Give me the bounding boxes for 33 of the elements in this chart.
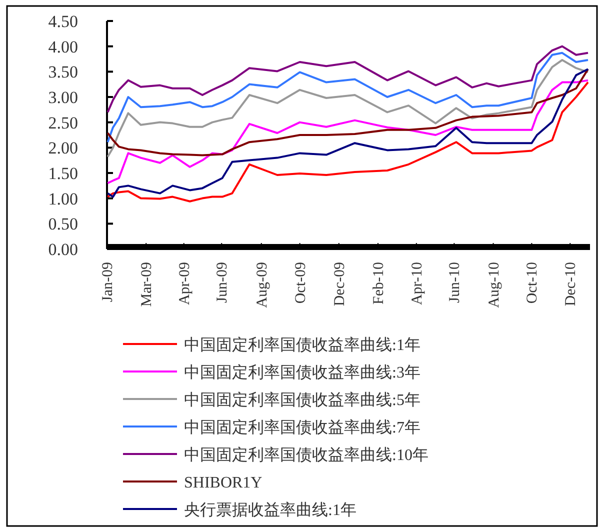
legend-label: SHIBOR1Y — [184, 474, 263, 492]
y-tick-label: 4.50 — [48, 12, 78, 31]
x-tick-label: Jun-09 — [214, 262, 231, 303]
y-tick-label: 2.50 — [48, 113, 78, 132]
y-tick-label: 3.00 — [48, 88, 78, 107]
legend-label: 中国固定利率国债收益率曲线:7年 — [184, 418, 420, 436]
x-tick-label: Feb-10 — [370, 262, 387, 304]
legend-label: 中国固定利率国债收益率曲线:3年 — [184, 364, 420, 382]
line-series — [106, 52, 589, 144]
y-tick-label: 0.00 — [48, 240, 78, 259]
x-tick-label: Jan-09 — [100, 262, 116, 302]
y-tick-label: 3.50 — [48, 62, 78, 82]
x-tick-label: Jun-10 — [447, 262, 464, 303]
x-tick-label: Apr-09 — [176, 262, 193, 306]
y-tick-label: 4.00 — [48, 37, 78, 56]
x-tick-label: Oct-09 — [292, 262, 309, 304]
x-tick-label: Dec-10 — [563, 262, 580, 306]
x-tick-label: Aug-09 — [254, 262, 270, 308]
y-tick-label: 1.50 — [48, 164, 78, 183]
y-tick-label: 1.00 — [48, 189, 78, 208]
x-tick-label: Oct-10 — [524, 262, 541, 304]
legend-label: 央行票据收益率曲线:1年 — [184, 501, 356, 519]
x-tick-label: Apr-10 — [409, 262, 426, 306]
x-tick-label: Aug-10 — [486, 262, 502, 308]
legend-label: 中国固定利率国债收益率曲线:1年 — [184, 336, 420, 354]
line-series — [106, 45, 589, 114]
legend-label: 中国固定利率国债收益率曲线:5年 — [184, 391, 420, 409]
line-series — [106, 79, 589, 184]
x-tick-label: Mar-09 — [139, 262, 156, 307]
x-tick-label: Dec-09 — [332, 262, 348, 306]
legend-label: 中国固定利率国债收益率曲线:10年 — [184, 446, 428, 464]
y-tick-label: 2.00 — [48, 138, 78, 158]
y-tick-label: 0.50 — [48, 214, 78, 234]
